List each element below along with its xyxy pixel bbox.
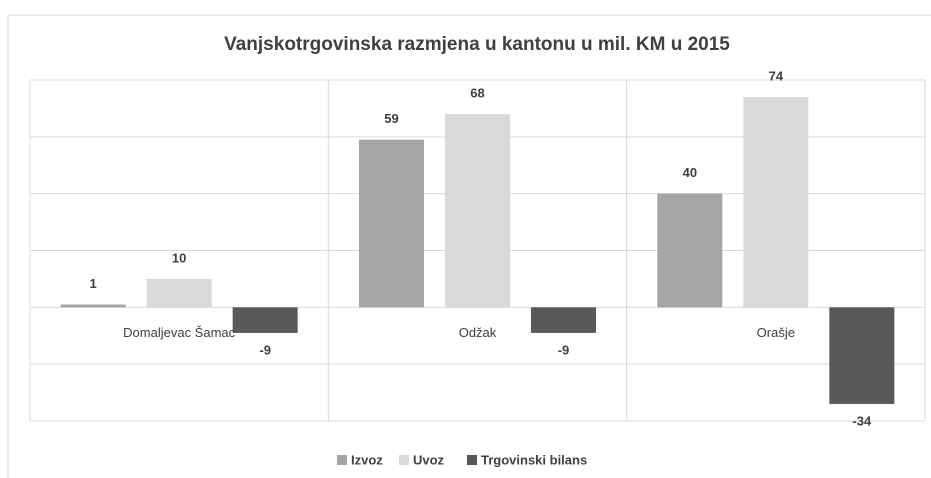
bar <box>232 307 298 333</box>
bar <box>146 278 212 308</box>
data-label: -9 <box>259 342 271 357</box>
legend-label: Izvoz <box>351 452 383 467</box>
bar <box>445 114 510 308</box>
chart-border <box>7 14 931 478</box>
legend-swatch <box>467 455 477 465</box>
data-label: 68 <box>470 86 484 101</box>
bar <box>359 139 424 308</box>
data-label: 59 <box>384 111 398 126</box>
bar <box>60 304 126 308</box>
x-tick-label: Orašje <box>757 325 795 340</box>
legend-swatch <box>337 455 347 465</box>
legend-swatch <box>399 455 409 465</box>
bar <box>743 97 809 308</box>
chart-title: Vanjskotrgovinska razmjena u kantonu u m… <box>224 34 730 55</box>
data-label: -34 <box>852 413 872 428</box>
data-label: 1 <box>90 276 97 291</box>
x-tick-label: Domaljevac Šamac <box>123 325 235 340</box>
bar <box>829 307 895 404</box>
bar <box>657 193 723 308</box>
data-label: 74 <box>769 68 784 83</box>
legend-label: Uvoz <box>413 452 445 467</box>
legend-label: Trgovinski bilans <box>481 452 587 467</box>
data-label: 40 <box>683 165 697 180</box>
data-label: -9 <box>558 342 570 357</box>
x-tick-label: Odžak <box>459 325 497 340</box>
data-label: 10 <box>172 250 186 265</box>
bar <box>531 307 596 333</box>
